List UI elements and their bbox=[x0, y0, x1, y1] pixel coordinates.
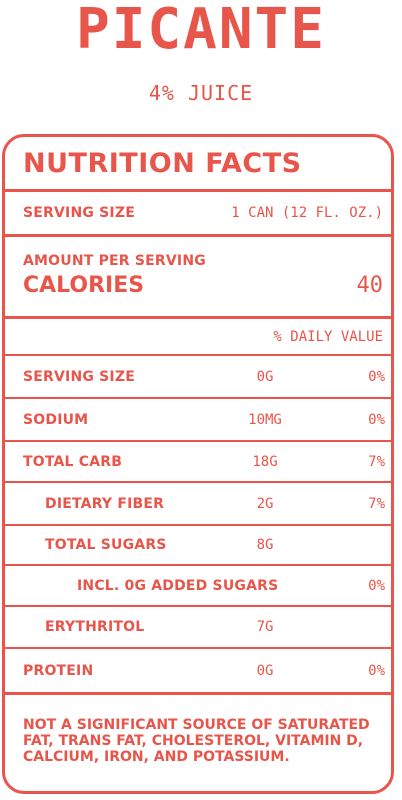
nutrient-daily-value: 0% bbox=[368, 577, 385, 594]
amount-per-serving-label: AMOUNT PER SERVING bbox=[23, 253, 206, 269]
nutrient-daily-value: 7% bbox=[368, 453, 385, 470]
daily-value-header: % DAILY VALUE bbox=[273, 328, 383, 345]
calories-block: AMOUNT PER SERVING CALORIES 40 bbox=[5, 237, 391, 319]
nutrient-daily-value: 7% bbox=[368, 495, 385, 512]
nutrient-row: SERVING SIZE 0G 0% bbox=[5, 356, 391, 399]
nutrient-label: ERYTHRITOL bbox=[45, 619, 145, 635]
nutrient-daily-value: 0% bbox=[368, 368, 385, 385]
serving-size-row: SERVING SIZE 1 CAN (12 FL. OZ.) bbox=[5, 192, 391, 237]
nutrient-label: TOTAL CARB bbox=[23, 453, 123, 470]
panel-title: NUTRITION FACTS bbox=[23, 147, 302, 179]
nutrient-label: INCL. 0G ADDED SUGARS bbox=[77, 577, 279, 594]
nutrient-label: PROTEIN bbox=[23, 662, 94, 679]
nutrient-row: ERYTHRITOL 7G bbox=[5, 607, 391, 649]
nutrient-row: DIETARY FIBER 2G 7% bbox=[5, 483, 391, 526]
nutrient-row: SODIUM 10MG 0% bbox=[5, 399, 391, 442]
nutrient-label: DIETARY FIBER bbox=[45, 495, 165, 512]
nutrient-label: SERVING SIZE bbox=[23, 368, 135, 385]
product-subtitle: 4% JUICE bbox=[148, 81, 254, 105]
panel-title-row: NUTRITION FACTS bbox=[5, 137, 391, 192]
nutrient-row: TOTAL CARB 18G 7% bbox=[5, 442, 391, 483]
nutrient-amount: 8G bbox=[256, 537, 274, 553]
nutrient-amount: 18G bbox=[252, 453, 278, 470]
nutrition-facts-panel: NUTRITION FACTS SERVING SIZE 1 CAN (12 F… bbox=[2, 134, 394, 794]
serving-size-label: SERVING SIZE bbox=[23, 205, 135, 221]
nutrient-daily-value: 0% bbox=[368, 662, 385, 679]
nutrient-row: TOTAL SUGARS 8G bbox=[5, 526, 391, 566]
daily-value-header-row: % DAILY VALUE bbox=[5, 319, 391, 356]
nutrient-daily-value: 0% bbox=[368, 411, 385, 428]
nutrient-row: INCL. 0G ADDED SUGARS 0% bbox=[5, 566, 391, 607]
nutrient-amount: 0G bbox=[256, 368, 274, 385]
calories-value: 40 bbox=[356, 273, 384, 298]
nutrient-amount: 7G bbox=[256, 619, 274, 635]
product-name: PICANTE bbox=[75, 0, 326, 62]
footnote: NOT A SIGNIFICANT SOURCE OF SATURATED FA… bbox=[23, 717, 370, 765]
nutrient-amount: 10MG bbox=[248, 411, 282, 428]
nutrient-amount: 2G bbox=[256, 495, 274, 512]
calories-label: CALORIES bbox=[23, 273, 145, 298]
serving-size-value: 1 CAN (12 FL. OZ.) bbox=[231, 205, 383, 221]
nutrient-label: SODIUM bbox=[23, 411, 89, 428]
nutrient-row: PROTEIN 0G 0% bbox=[5, 649, 391, 695]
nutrient-amount: 0G bbox=[256, 662, 274, 679]
nutrient-label: TOTAL SUGARS bbox=[45, 537, 167, 553]
